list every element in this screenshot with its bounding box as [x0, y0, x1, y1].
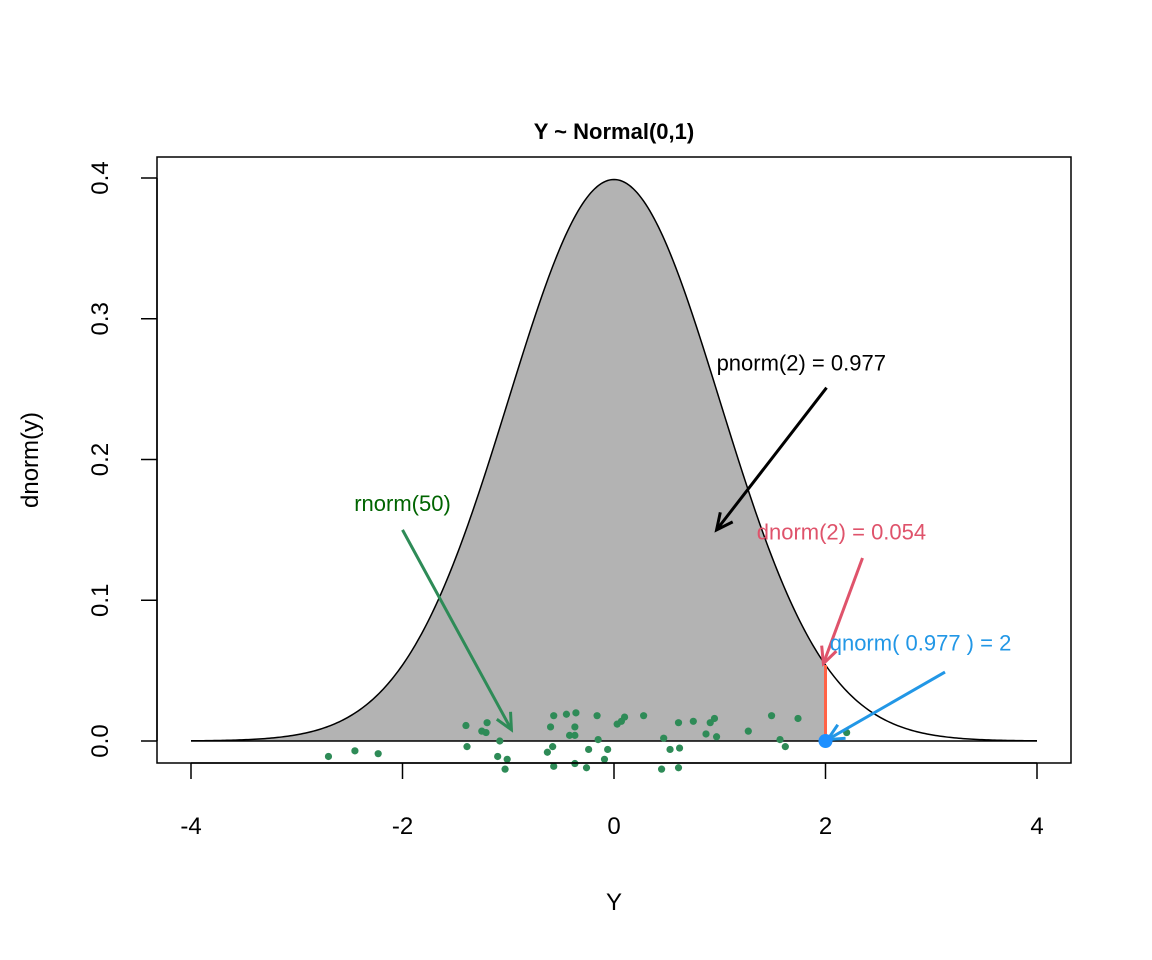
- random-point: [571, 731, 579, 739]
- annotation-arrow: [824, 670, 946, 742]
- random-point: [617, 717, 626, 725]
- random-point: [600, 755, 609, 763]
- random-point: [674, 719, 683, 727]
- chart-title: Y ~ Normal(0,1): [534, 119, 694, 144]
- annotation-label: dnorm(2) = 0.054: [757, 519, 926, 544]
- quantile-point: [818, 734, 833, 748]
- annotation-arrow-shaft: [401, 529, 513, 731]
- random-point: [660, 734, 668, 742]
- random-point: [675, 744, 684, 752]
- random-point: [546, 723, 555, 731]
- x-tick-label: 0: [607, 813, 620, 840]
- random-point: [482, 728, 490, 737]
- y-tick-label: 0.3: [87, 302, 114, 335]
- axes: -4 -2 0 2 4 0.0 0.1 0.2 0.3 0.4: [87, 161, 1044, 840]
- random-point: [604, 745, 612, 754]
- random-point: [463, 743, 471, 751]
- random-point: [744, 727, 752, 735]
- random-point: [483, 719, 491, 727]
- random-point: [776, 735, 784, 744]
- y-axis-label: dnorm(y): [17, 412, 44, 508]
- shaded-area: [191, 179, 826, 741]
- random-point: [657, 765, 666, 773]
- random-point: [781, 743, 789, 751]
- random-point: [462, 721, 470, 730]
- random-point: [582, 764, 591, 772]
- random-point: [374, 750, 382, 758]
- random-point: [494, 752, 502, 761]
- random-point: [594, 735, 602, 744]
- random-point: [565, 731, 574, 739]
- random-point: [702, 730, 710, 738]
- random-point: [543, 748, 551, 756]
- x-tick-label: -2: [392, 813, 413, 840]
- random-point: [710, 714, 719, 723]
- random-point: [501, 765, 509, 773]
- annotation-arrow: [820, 557, 864, 667]
- random-point: [593, 712, 601, 720]
- x-tick-label: 4: [1030, 813, 1043, 840]
- annotation-arrow-shaft: [715, 386, 828, 531]
- random-point: [550, 762, 558, 770]
- random-point: [674, 764, 683, 772]
- annotation-arrow-head: [820, 645, 838, 667]
- random-point: [503, 755, 511, 763]
- random-point: [351, 747, 359, 755]
- y-tick-label: 0.1: [87, 584, 114, 617]
- x-tick-label: 2: [819, 813, 832, 840]
- y-tick-label: 0.2: [87, 443, 114, 476]
- random-point: [585, 745, 593, 754]
- x-tick-label: -4: [180, 813, 201, 840]
- x-axis-label: Y: [606, 889, 622, 916]
- random-point: [640, 712, 648, 720]
- annotation-label: pnorm(2) = 0.977: [717, 350, 886, 375]
- random-point: [572, 709, 580, 717]
- annotation-arrow-shaft: [826, 670, 946, 741]
- random-point: [550, 712, 558, 720]
- random-point: [794, 714, 802, 723]
- random-point: [712, 733, 721, 741]
- plot-area: pnorm(2) = 0.977 rnorm(50) dnorm(2) = 0.05…: [190, 178, 1038, 773]
- annotation-arrow-head: [714, 511, 734, 533]
- annotation-arrow-shaft: [821, 557, 864, 665]
- random-point: [689, 717, 697, 725]
- annotation-label: qnorm( 0.977 ) = 2: [830, 630, 1012, 655]
- random-point: [767, 712, 776, 720]
- annotation-arrow-head: [495, 711, 514, 733]
- random-point: [496, 737, 504, 745]
- random-point: [562, 710, 571, 718]
- y-tick-label: 0.4: [87, 161, 114, 194]
- density-curve: [190, 178, 1038, 742]
- annotation-arrow: [714, 386, 828, 533]
- random-point: [324, 752, 333, 761]
- random-point: [666, 745, 674, 754]
- y-tick-label: 0.0: [87, 724, 114, 757]
- annotation-arrow: [401, 529, 514, 733]
- random-point: [571, 723, 579, 731]
- annotation-label: rnorm(50): [354, 491, 451, 516]
- random-point: [549, 743, 557, 751]
